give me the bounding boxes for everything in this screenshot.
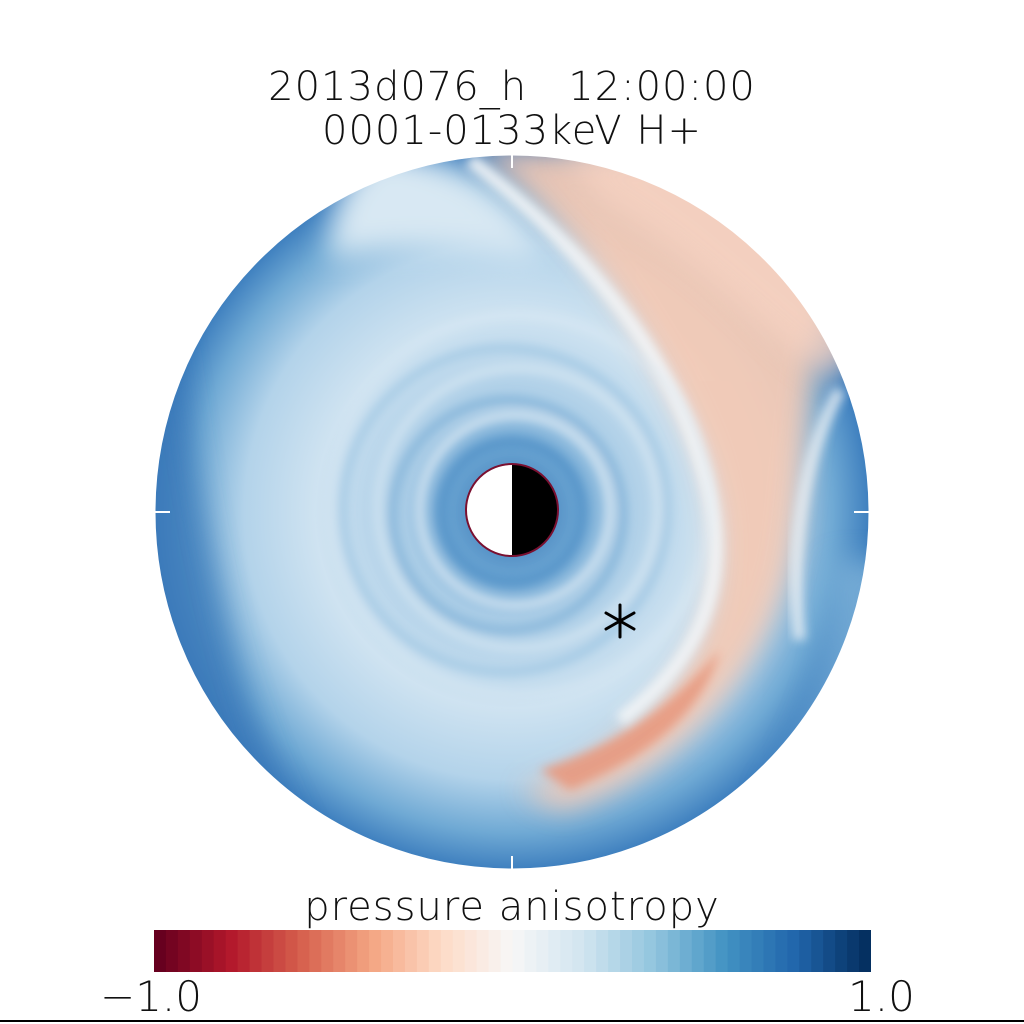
colorbar-segment <box>799 930 812 972</box>
colorbar-segment <box>440 930 454 972</box>
colorbar-segment <box>620 930 633 972</box>
colorbar-segment <box>416 930 430 972</box>
colorbar-segment <box>823 930 836 972</box>
colorbar-segment <box>213 930 227 972</box>
colorbar-label: pressure anisotropy <box>304 884 720 930</box>
colorbar-segment <box>584 930 597 972</box>
colorbar-min-label: −1.0 <box>100 972 202 1021</box>
colorbar-segment <box>297 930 310 972</box>
colorbar-segment <box>464 930 478 972</box>
colorbar-segment <box>452 930 466 972</box>
day-night-earth-icon <box>465 463 559 557</box>
colorbar <box>154 930 871 972</box>
axis-ticks <box>155 155 869 869</box>
colorbar-segment <box>763 930 776 972</box>
polar-anisotropy-map <box>154 154 870 870</box>
colorbar-segment <box>154 930 167 972</box>
colorbar-segment <box>285 930 298 972</box>
colorbar-segment <box>177 930 191 972</box>
colorbar-segment <box>237 930 251 972</box>
colorbar-segment <box>536 930 549 972</box>
colorbar-segment <box>548 930 561 972</box>
plot-title-datetime: 2013d076_h 12:00:00 <box>268 64 756 110</box>
colorbar-segment <box>727 930 741 972</box>
colorbar-segment <box>847 930 860 972</box>
colorbar-segment <box>715 930 729 972</box>
colorbar-segment <box>369 930 382 972</box>
colorbar-segment <box>201 930 215 972</box>
colorbar-segment <box>333 930 346 972</box>
colorbar-segment <box>476 930 490 972</box>
colorbar-segment <box>381 930 394 972</box>
colorbar-segment <box>667 930 681 972</box>
colorbar-segment <box>811 930 824 972</box>
colorbar-segment <box>703 930 717 972</box>
colorbar-segment <box>500 930 514 972</box>
colorbar-segment <box>261 930 275 972</box>
colorbar-segment <box>679 930 693 972</box>
colorbar-segment <box>524 930 537 972</box>
colorbar-segment <box>739 930 753 972</box>
plot-title-energy-species: 0001-0133keV H+ <box>322 108 702 154</box>
colorbar-segment <box>273 930 287 972</box>
colorbar-segment <box>632 930 645 972</box>
colorbar-segment <box>357 930 370 972</box>
bottom-border <box>0 1020 1024 1022</box>
colorbar-segment <box>572 930 585 972</box>
colorbar-segment <box>309 930 322 972</box>
colorbar-segment <box>321 930 334 972</box>
colorbar-segment <box>655 930 669 972</box>
colorbar-segment <box>835 930 848 972</box>
colorbar-segment <box>512 930 526 972</box>
colorbar-segment <box>775 930 788 972</box>
colorbar-segment <box>859 930 871 972</box>
colorbar-segment <box>560 930 573 972</box>
colorbar-max-label: 1.0 <box>848 972 915 1021</box>
colorbar-segment <box>691 930 705 972</box>
colorbar-segment <box>596 930 609 972</box>
colorbar-segment <box>488 930 502 972</box>
colorbar-segment <box>225 930 239 972</box>
asterisk-marker-icon <box>604 603 636 639</box>
colorbar-segment <box>608 930 621 972</box>
colorbar-segment <box>249 930 263 972</box>
colorbar-segment <box>751 930 765 972</box>
colorbar-segment <box>404 930 418 972</box>
colorbar-segment <box>428 930 442 972</box>
colorbar-segment <box>345 930 358 972</box>
colorbar-segment <box>643 930 657 972</box>
colorbar-segment <box>393 930 406 972</box>
colorbar-segment <box>787 930 800 972</box>
colorbar-segment <box>189 930 203 972</box>
colorbar-segment <box>165 930 179 972</box>
